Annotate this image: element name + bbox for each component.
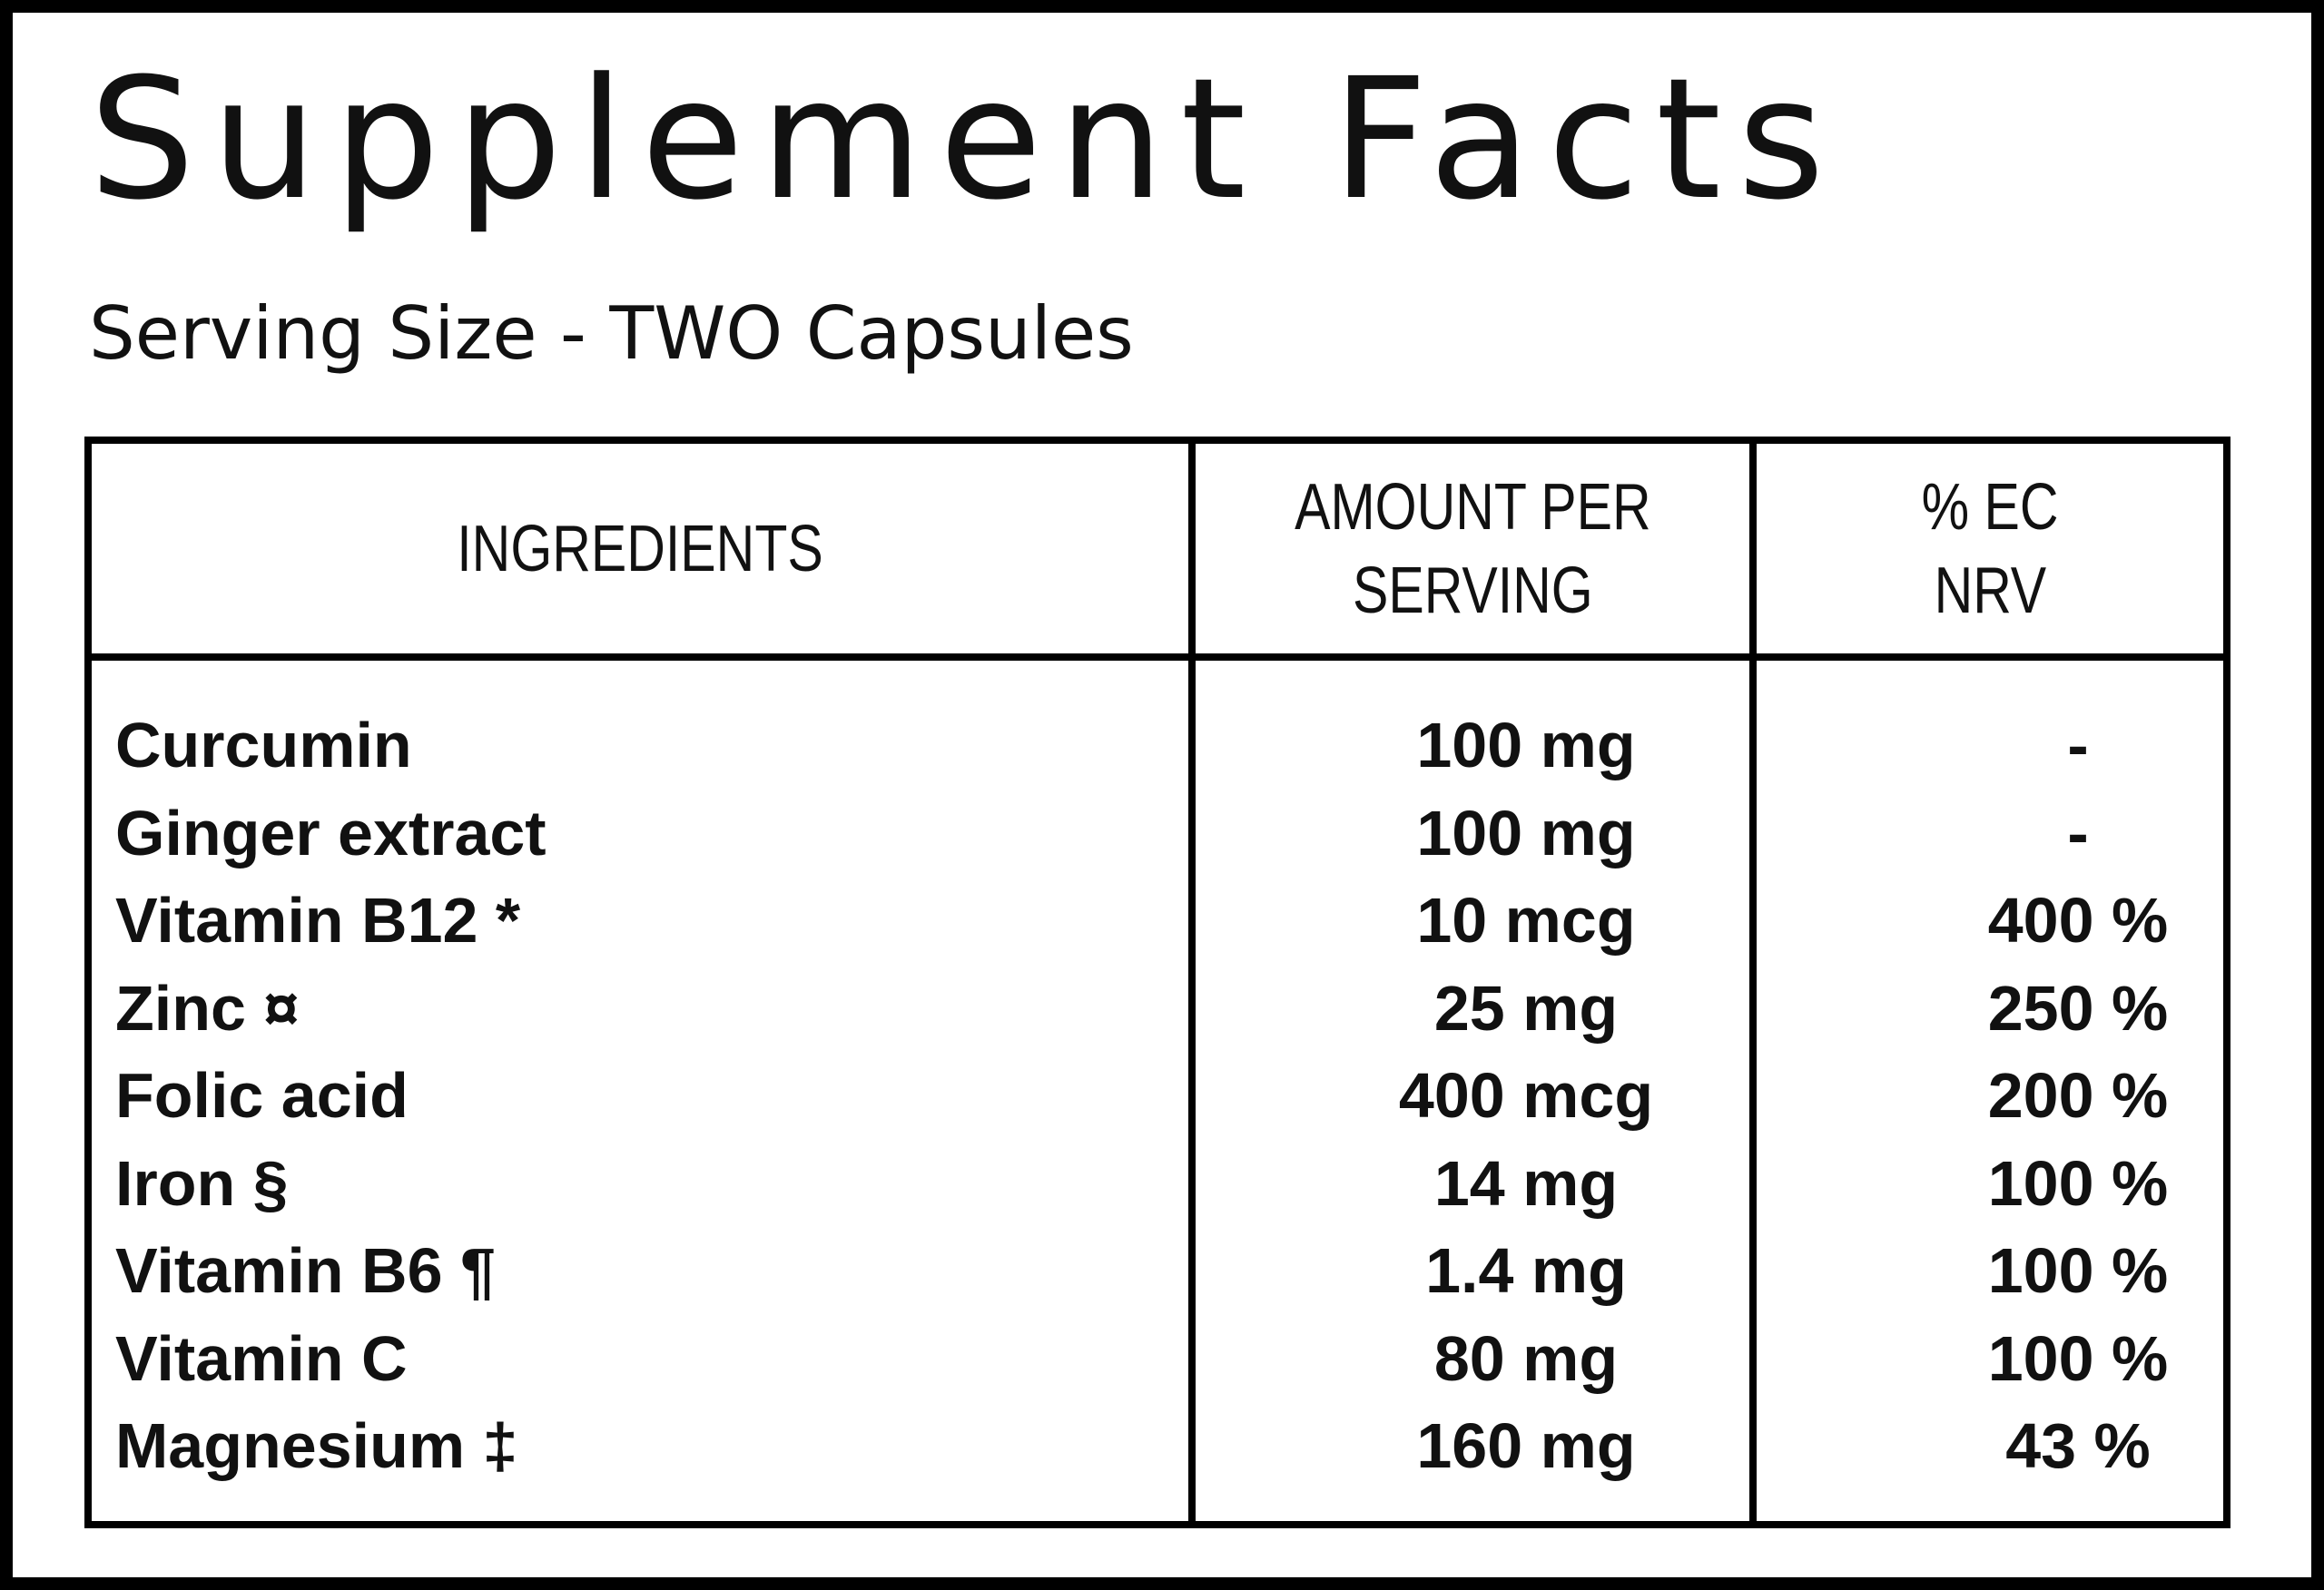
ingredient: Vitamin C — [115, 1322, 408, 1394]
subtitle: Serving Size - TWO Capsules — [89, 291, 1134, 376]
header-line: INGREDIENTS — [457, 512, 823, 585]
amount: 14 mg — [1433, 1147, 1619, 1219]
ingredient: Vitamin B6 ¶ — [115, 1235, 496, 1306]
column-header: AMOUNT PER SERVING — [1196, 444, 1749, 653]
header-line: AMOUNT PER — [1294, 470, 1651, 544]
facts-table: INGREDIENTS AMOUNT PER SERVING % EC NRV Curcu… — [84, 437, 2230, 1528]
amount: 100 mg — [1416, 710, 1636, 780]
amount: 1.4 mg — [1425, 1235, 1627, 1306]
nrv: 400 % — [1987, 885, 2169, 956]
header-line: % EC — [1921, 470, 2059, 544]
ingredient: Magnesium ‡ — [115, 1410, 518, 1481]
ingredient: Iron § — [115, 1147, 289, 1219]
ingredient: Vitamin B12 * — [115, 885, 521, 956]
amount: 10 mcg — [1416, 885, 1636, 956]
ingredient: Zinc ¤ — [115, 972, 300, 1044]
nrv: 100 % — [1987, 1322, 2169, 1394]
nrv: 100 % — [1987, 1147, 2169, 1219]
ingredient: Folic acid — [115, 1060, 409, 1131]
nrv: - — [2067, 797, 2089, 869]
amount: 80 mg — [1433, 1322, 1619, 1394]
nrv: 250 % — [1987, 972, 2169, 1044]
amount: 25 mg — [1433, 972, 1619, 1044]
nrv: 43 % — [2005, 1410, 2151, 1481]
header-line: SERVING — [1352, 554, 1593, 627]
column-divider — [1749, 444, 1757, 1521]
title: Supplement Facts — [89, 43, 1841, 237]
column-header: INGREDIENTS — [92, 444, 1188, 653]
amount: 400 mcg — [1398, 1060, 1654, 1131]
ingredient: Ginger extract — [115, 797, 547, 869]
header-line: NRV — [1934, 554, 2046, 627]
nrv: - — [2067, 710, 2089, 780]
nrv: 200 % — [1987, 1060, 2169, 1131]
amount: 100 mg — [1416, 797, 1636, 869]
nrv: 100 % — [1987, 1235, 2169, 1306]
column-header: % EC NRV — [1757, 444, 2223, 653]
header-divider — [92, 653, 2223, 661]
ingredient: Curcumin — [115, 710, 412, 780]
amount: 160 mg — [1416, 1410, 1636, 1481]
column-divider — [1188, 444, 1196, 1521]
